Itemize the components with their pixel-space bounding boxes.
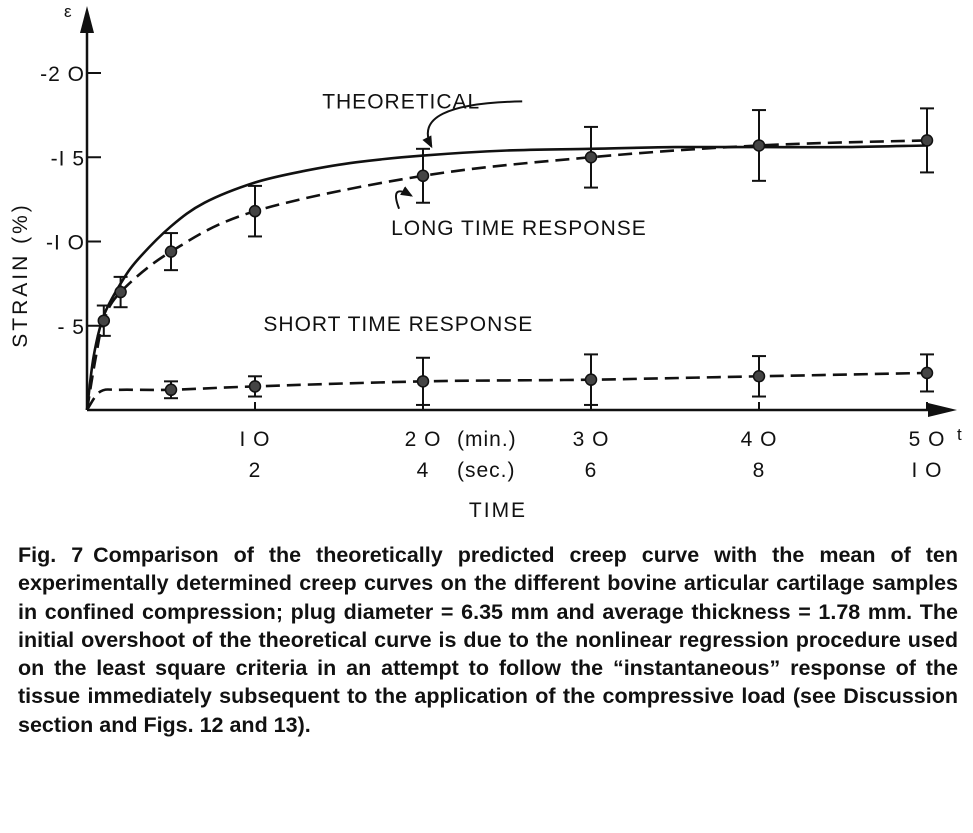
data-point: [248, 204, 262, 218]
data-point: [97, 314, 111, 327]
x-tick-label-min: 5 O: [909, 428, 946, 451]
y-tick-label: -I 5: [51, 147, 85, 170]
y-axis-symbol: ε: [64, 2, 72, 21]
theoretical-label: THEORETICAL: [322, 90, 480, 113]
annotations-layer: THEORETICAL LONG TIME RESPONSE SHORT TIME …: [263, 90, 647, 336]
y-tick-label: - 5: [57, 316, 85, 339]
annotation-arrow: [395, 186, 413, 210]
caption-text: Comparison of the theoretically predicte…: [18, 543, 958, 737]
x-tick-label-sec: 6: [585, 459, 598, 482]
x-tick-label-min: 4 O: [741, 428, 778, 451]
y-axis-arrow: [80, 6, 94, 33]
annotation-arrow: [422, 100, 523, 149]
data-point: [416, 375, 430, 388]
data-point: [416, 169, 430, 183]
data-point: [584, 373, 598, 386]
x-tick-label-sec: I O: [911, 459, 942, 482]
data-point: [752, 139, 766, 152]
x-tick-label-min: I O: [239, 428, 270, 451]
short-time-response-label: SHORT TIME RESPONSE: [263, 313, 533, 336]
theoretical-curve: [85, 144, 928, 411]
caption-label: Fig. 7: [18, 543, 84, 567]
y-tick-label: -2 O: [40, 63, 85, 86]
data-point: [584, 151, 598, 164]
x-ticks: I O 2 2 O 4 3 O 6 4 O 8 5 O I O: [239, 402, 946, 482]
data-point: [248, 380, 262, 393]
short-time-response-curve: [85, 371, 928, 411]
creep-chart: ε t STRAIN (%) - 5 -I O -I 5 -2 O I O 2 2 O 4 3…: [9, 2, 962, 522]
x-axis-arrow: [928, 403, 957, 417]
y-axis-label: STRAIN (%): [9, 202, 32, 348]
data-point: [164, 245, 178, 258]
x-tick-label-sec: 8: [753, 459, 766, 482]
x-tick-label-min: 2 O: [405, 428, 442, 451]
x-axis-label: TIME: [469, 499, 527, 522]
data-point: [114, 285, 127, 299]
long-time-response-label: LONG TIME RESPONSE: [391, 217, 647, 240]
x-tick-label-sec: 2: [249, 459, 262, 482]
y-tick-label: -I O: [46, 232, 85, 255]
x-axis-symbol: t: [957, 425, 962, 444]
data-point: [920, 134, 934, 147]
figure-caption: Fig. 7 Comparison of the theoretically pr…: [18, 541, 958, 739]
x-tick-label-min: 3 O: [573, 428, 610, 451]
x-unit-label-min: (min.): [457, 428, 517, 451]
data-point: [164, 383, 178, 397]
y-ticks: - 5 -I O -I 5 -2 O: [40, 63, 101, 339]
data-point: [920, 366, 934, 380]
x-unit-label-sec: (sec.): [457, 459, 516, 482]
long-time-response-curve: [85, 139, 928, 411]
x-tick-label-sec: 4: [417, 459, 430, 482]
data-point: [752, 370, 766, 383]
series-layer: [85, 107, 934, 411]
